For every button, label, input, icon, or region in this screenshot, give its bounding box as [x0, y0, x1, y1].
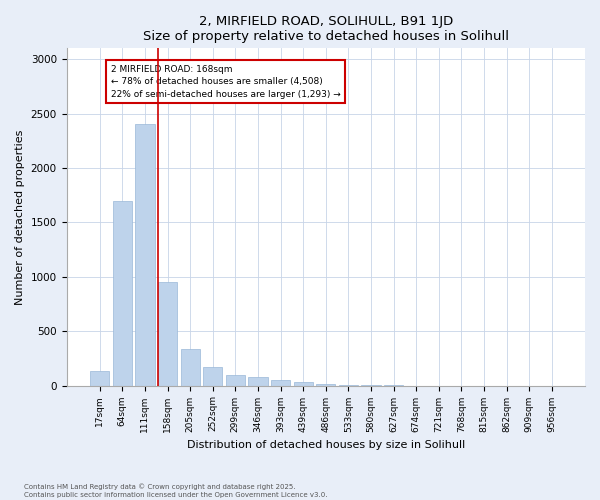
Text: 2 MIRFIELD ROAD: 168sqm
← 78% of detached houses are smaller (4,508)
22% of semi: 2 MIRFIELD ROAD: 168sqm ← 78% of detache… [111, 64, 341, 98]
Bar [181, 348, 200, 386]
Title: 2, MIRFIELD ROAD, SOLIHULL, B91 1JD
Size of property relative to detached houses: 2, MIRFIELD ROAD, SOLIHULL, B91 1JD Size… [143, 15, 509, 43]
Bar [316, 384, 335, 386]
Bar [158, 282, 177, 386]
Bar [293, 382, 313, 386]
Bar [248, 377, 268, 386]
X-axis label: Distribution of detached houses by size in Solihull: Distribution of detached houses by size … [187, 440, 465, 450]
Bar [136, 124, 155, 386]
Bar [90, 372, 109, 386]
Bar [226, 374, 245, 386]
Text: Contains HM Land Registry data © Crown copyright and database right 2025.
Contai: Contains HM Land Registry data © Crown c… [24, 484, 328, 498]
Bar [203, 367, 223, 386]
Bar [339, 385, 358, 386]
Y-axis label: Number of detached properties: Number of detached properties [15, 130, 25, 304]
Bar [113, 200, 132, 386]
Bar [271, 380, 290, 386]
